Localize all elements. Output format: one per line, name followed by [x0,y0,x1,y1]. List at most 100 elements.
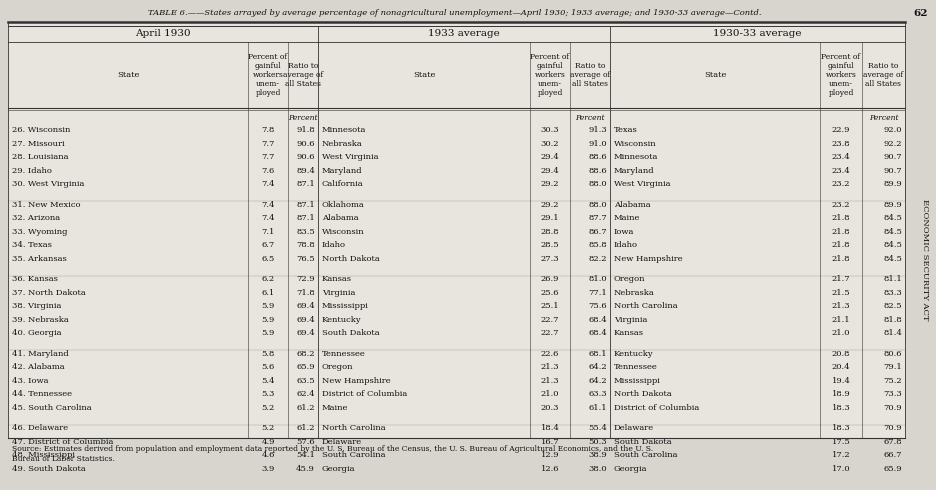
Text: Alabama: Alabama [613,200,650,209]
Text: 89.9: 89.9 [883,180,901,188]
Text: 83.5: 83.5 [296,227,314,236]
Text: 84.5: 84.5 [883,254,901,263]
Text: 70.9: 70.9 [883,424,901,432]
Text: 22.7: 22.7 [540,316,559,323]
Text: 22.7: 22.7 [540,329,559,337]
Text: District of Columbia: District of Columbia [613,403,698,412]
Text: Kansas: Kansas [613,329,643,337]
Text: Oregon: Oregon [613,275,645,283]
Text: 68.1: 68.1 [588,349,607,358]
Text: Minnesota: Minnesota [613,153,658,161]
Text: 69.4: 69.4 [296,302,314,310]
Text: 7.4: 7.4 [261,200,274,209]
Text: 7.4: 7.4 [261,180,274,188]
Text: Idaho: Idaho [613,241,637,249]
Text: 19.4: 19.4 [830,376,850,385]
Text: 88.0: 88.0 [588,200,607,209]
Text: 5.4: 5.4 [261,376,274,385]
Text: 38.9: 38.9 [588,451,607,459]
Text: 68.2: 68.2 [296,349,314,358]
Text: 88.6: 88.6 [588,167,607,174]
Text: 90.6: 90.6 [296,140,314,147]
Text: Delaware: Delaware [322,438,361,445]
Text: 17.5: 17.5 [831,438,850,445]
Text: 1933 average: 1933 average [428,29,499,39]
Text: 90.7: 90.7 [883,167,901,174]
Text: 33. Wyoming: 33. Wyoming [12,227,67,236]
Text: 6.7: 6.7 [261,241,274,249]
Text: 28.5: 28.5 [540,241,559,249]
Text: 21.1: 21.1 [831,316,849,323]
Text: 72.9: 72.9 [296,275,314,283]
Text: 63.5: 63.5 [296,376,314,385]
Text: 7.1: 7.1 [261,227,274,236]
Text: Texas: Texas [613,126,637,134]
Text: 28.8: 28.8 [540,227,559,236]
Text: 17.0: 17.0 [831,465,849,472]
Text: 3.9: 3.9 [261,465,274,472]
Text: 45. South Carolina: 45. South Carolina [12,403,92,412]
Text: 61.2: 61.2 [296,403,314,412]
Text: 45.9: 45.9 [296,465,314,472]
Text: 64.2: 64.2 [588,376,607,385]
Text: West Virginia: West Virginia [613,180,670,188]
Text: ECONOMIC SECURITY ACT: ECONOMIC SECURITY ACT [920,199,928,321]
Text: 26. Wisconsin: 26. Wisconsin [12,126,70,134]
Text: Maine: Maine [322,403,348,412]
Text: 7.6: 7.6 [261,167,274,174]
Text: Georgia: Georgia [613,465,647,472]
Text: North Dakota: North Dakota [322,254,379,263]
Text: 21.8: 21.8 [831,227,849,236]
Text: 62: 62 [913,8,927,18]
Text: 75.2: 75.2 [883,376,901,385]
Text: 68.4: 68.4 [588,329,607,337]
Text: Source: Estimates derived from population and employment data reported by the U.: Source: Estimates derived from populatio… [12,445,652,453]
Text: 21.0: 21.0 [540,390,559,398]
Text: 81.4: 81.4 [883,329,901,337]
Text: Wisconsin: Wisconsin [322,227,364,236]
Text: North Dakota: North Dakota [613,390,671,398]
Text: Percent of
gainful
workers
unem-
ployed: Percent of gainful workers unem- ployed [530,52,569,98]
Text: 63.3: 63.3 [588,390,607,398]
Text: Delaware: Delaware [613,424,653,432]
Text: 91.8: 91.8 [296,126,314,134]
Text: Mississippi: Mississippi [322,302,369,310]
Text: 87.1: 87.1 [296,200,314,209]
Text: 18.9: 18.9 [831,390,850,398]
Text: 69.4: 69.4 [296,329,314,337]
Text: Georgia: Georgia [322,465,355,472]
Text: State: State [413,71,434,79]
Text: 30. West Virginia: 30. West Virginia [12,180,84,188]
Text: 21.0: 21.0 [831,329,849,337]
Text: 5.2: 5.2 [261,403,274,412]
Text: 21.3: 21.3 [540,363,559,371]
Text: 23.2: 23.2 [831,200,849,209]
Text: 5.3: 5.3 [261,390,274,398]
Text: 21.7: 21.7 [831,275,849,283]
Text: 38.0: 38.0 [588,465,607,472]
Bar [8,22,904,438]
Text: State: State [703,71,725,79]
Text: 90.6: 90.6 [296,153,314,161]
Text: 84.5: 84.5 [883,241,901,249]
Text: 87.7: 87.7 [588,214,607,222]
Text: Percent of
gainful
workers
unem-
ployed: Percent of gainful workers unem- ployed [821,52,859,98]
Text: 88.6: 88.6 [588,153,607,161]
Text: 36. Kansas: 36. Kansas [12,275,58,283]
Text: 39. Nebraska: 39. Nebraska [12,316,68,323]
Text: 76.5: 76.5 [296,254,314,263]
Text: 21.3: 21.3 [831,302,849,310]
Text: 41. Maryland: 41. Maryland [12,349,68,358]
Text: 26.9: 26.9 [540,275,559,283]
Text: 48. Mississippi: 48. Mississippi [12,451,75,459]
Text: 32. Arizona: 32. Arizona [12,214,60,222]
Text: 91.0: 91.0 [588,140,607,147]
Text: 64.2: 64.2 [588,363,607,371]
Text: 5.6: 5.6 [261,363,274,371]
Text: 23.4: 23.4 [831,167,850,174]
Text: 38. Virginia: 38. Virginia [12,302,62,310]
Text: 5.9: 5.9 [261,302,274,310]
Text: 23.2: 23.2 [831,180,849,188]
Text: Alabama: Alabama [322,214,358,222]
Text: Mississippi: Mississippi [613,376,660,385]
